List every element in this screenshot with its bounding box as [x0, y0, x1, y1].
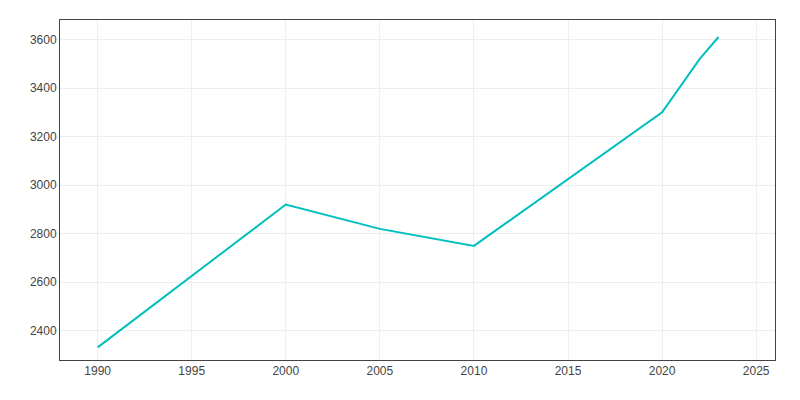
svg-text:3000: 3000 [30, 178, 57, 192]
svg-text:2015: 2015 [555, 364, 582, 378]
svg-text:2005: 2005 [367, 364, 394, 378]
svg-text:2600: 2600 [30, 275, 57, 289]
svg-text:2020: 2020 [649, 364, 676, 378]
svg-text:2010: 2010 [461, 364, 488, 378]
svg-text:2000: 2000 [272, 364, 299, 378]
svg-text:3200: 3200 [30, 130, 57, 144]
svg-text:1995: 1995 [178, 364, 205, 378]
svg-text:3400: 3400 [30, 81, 57, 95]
svg-text:2025: 2025 [743, 364, 770, 378]
svg-text:3600: 3600 [30, 33, 57, 47]
svg-text:2400: 2400 [30, 324, 57, 338]
svg-text:2800: 2800 [30, 227, 57, 241]
svg-text:1990: 1990 [84, 364, 111, 378]
